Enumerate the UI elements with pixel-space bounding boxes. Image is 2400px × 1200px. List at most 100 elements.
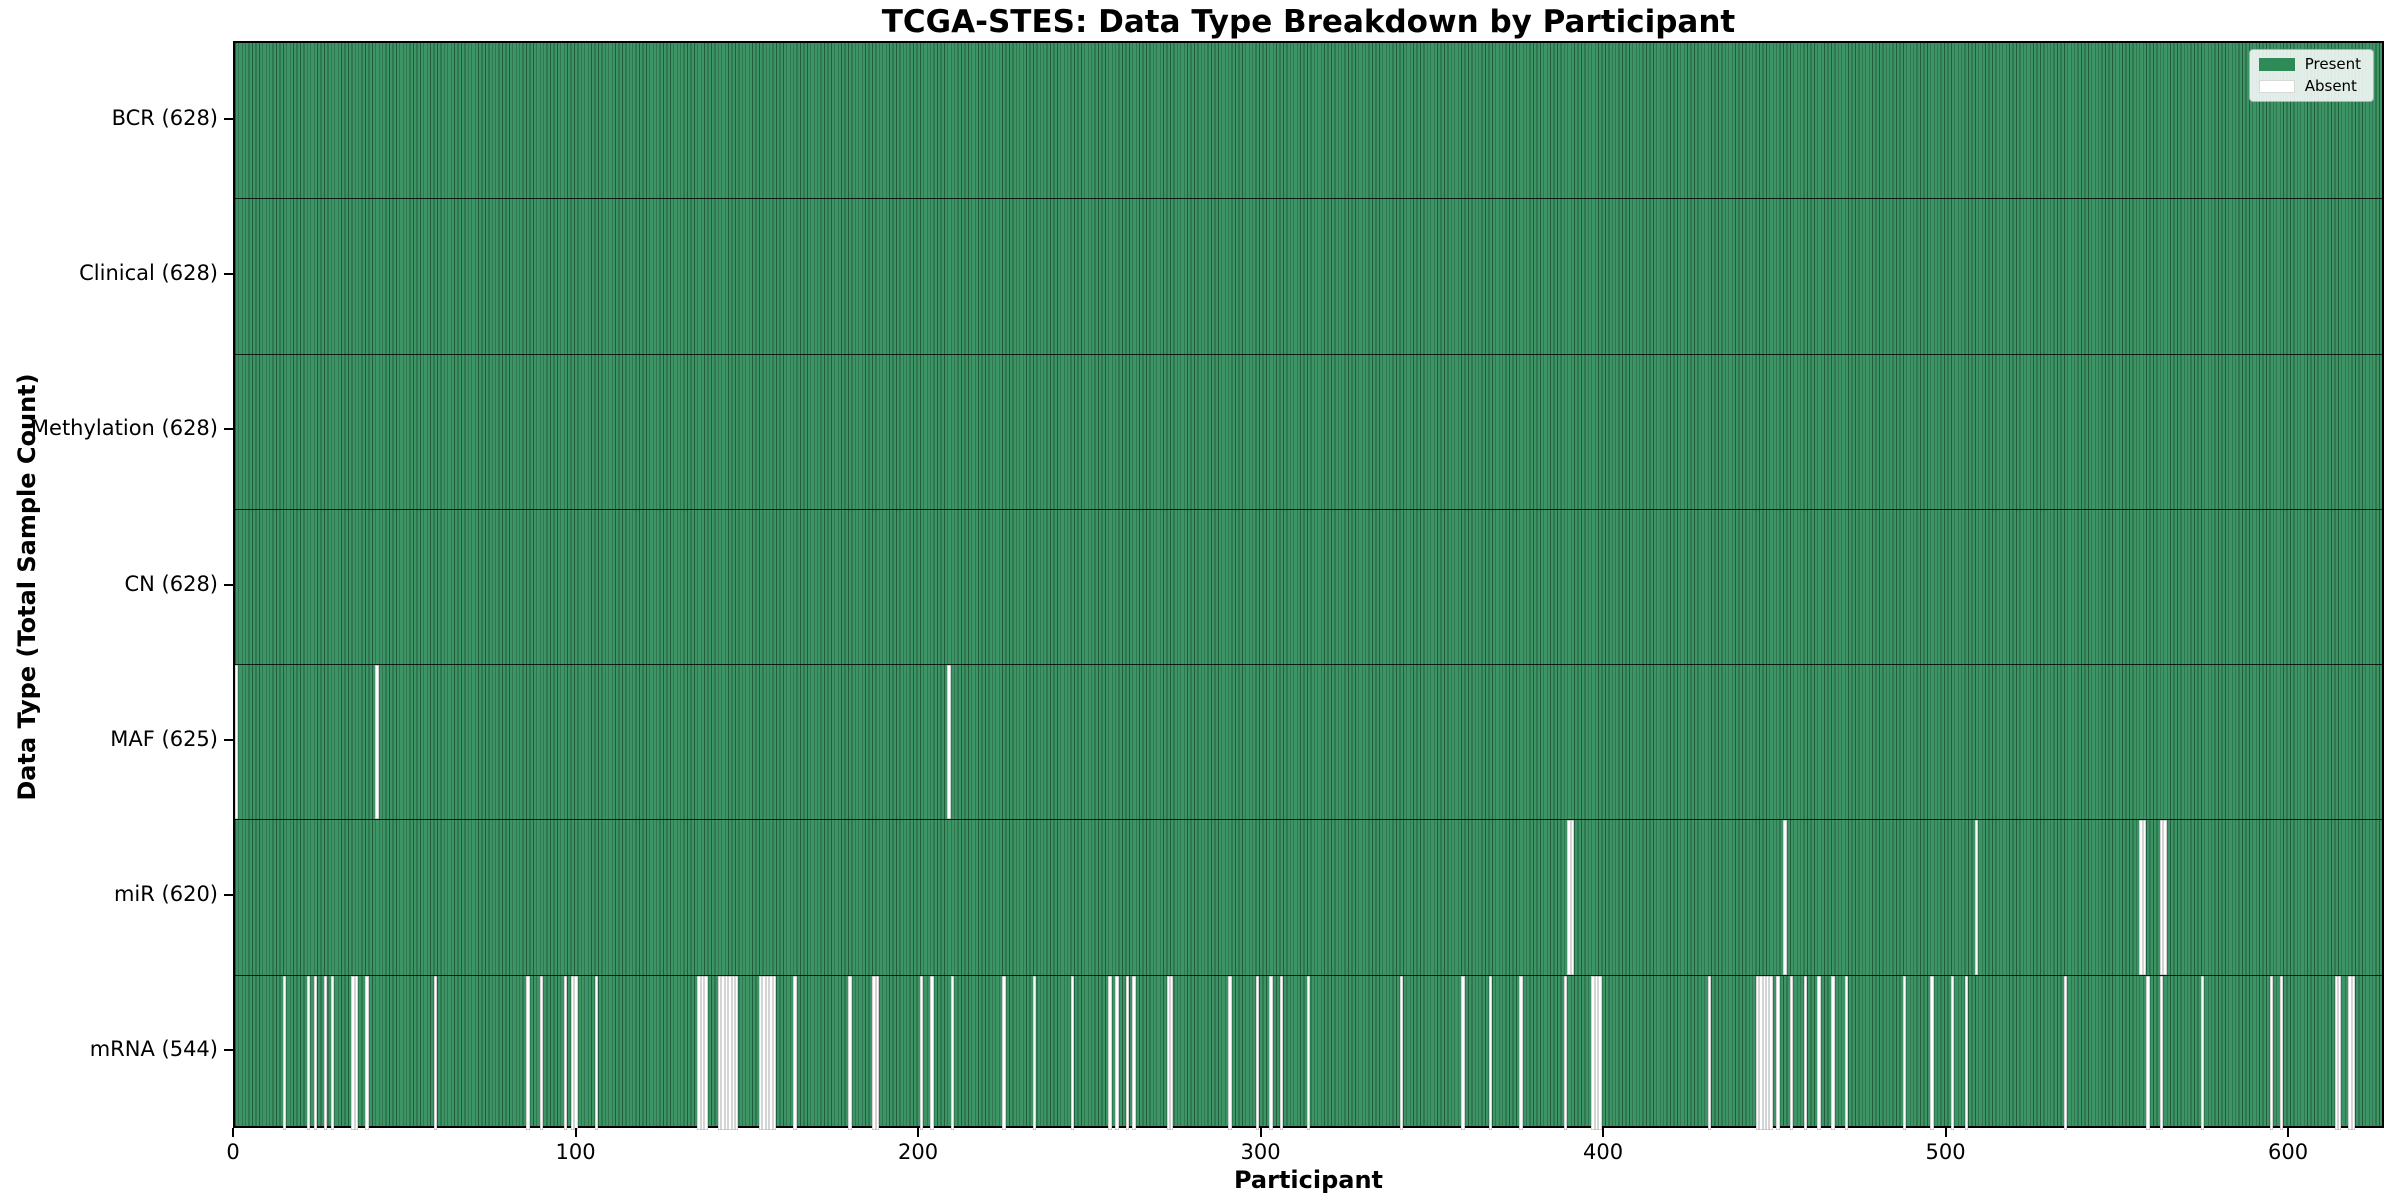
absent-bar bbox=[354, 975, 359, 1130]
absent-bar bbox=[731, 975, 736, 1130]
absent-bar bbox=[947, 665, 951, 820]
legend-label-absent: Absent bbox=[2304, 77, 2357, 95]
absent-bar bbox=[1707, 975, 1712, 1130]
absent-bar bbox=[1766, 975, 1770, 1130]
y-tick-label-MAF: MAF (625) bbox=[110, 726, 218, 751]
absent-bar bbox=[2351, 975, 2356, 1130]
absent-bar bbox=[769, 975, 773, 1130]
y-tick-mark bbox=[224, 894, 233, 897]
absent-bar bbox=[697, 975, 701, 1130]
absent-bar bbox=[765, 975, 770, 1130]
absent-bar bbox=[930, 975, 934, 1130]
x-tick-label: 400 bbox=[1583, 1140, 1624, 1164]
x-tick-mark bbox=[1944, 1128, 1947, 1137]
absent-bar bbox=[1519, 975, 1523, 1130]
absent-bar bbox=[1783, 820, 1787, 975]
absent-bar bbox=[351, 975, 355, 1130]
absent-bar bbox=[1002, 975, 1006, 1130]
absent-bar bbox=[433, 975, 438, 1130]
absent-bar bbox=[2139, 820, 2143, 975]
absent-bar bbox=[2146, 975, 2150, 1130]
absent-bar bbox=[2269, 975, 2273, 1130]
absent-bar bbox=[1951, 975, 1955, 1130]
absent-bar bbox=[2334, 975, 2339, 1130]
absent-bar bbox=[2064, 975, 2068, 1130]
absent-bar bbox=[2279, 975, 2284, 1130]
absent-bar bbox=[574, 975, 578, 1130]
absent-bar bbox=[570, 975, 575, 1130]
row-BCR bbox=[235, 43, 2382, 198]
y-tick-mark bbox=[224, 428, 233, 431]
absent-bar bbox=[1762, 975, 1767, 1130]
absent-bar bbox=[704, 975, 708, 1130]
absent-bar bbox=[1228, 975, 1232, 1130]
y-tick-label-CN: CN (628) bbox=[124, 571, 218, 596]
absent-bar bbox=[539, 975, 544, 1130]
x-tick-mark bbox=[917, 1128, 920, 1137]
absent-bar bbox=[1974, 820, 1979, 975]
absent-bar bbox=[1125, 975, 1129, 1130]
absent-bar bbox=[365, 975, 369, 1130]
absent-bar bbox=[1567, 820, 1571, 975]
absent-bar bbox=[2159, 820, 2164, 975]
absent-bar bbox=[728, 975, 732, 1130]
absent-bar bbox=[1591, 975, 1595, 1130]
absent-bar bbox=[1563, 975, 1568, 1130]
absent-bar bbox=[594, 975, 599, 1130]
x-tick-mark bbox=[1602, 1128, 1605, 1137]
absent-bar bbox=[1115, 975, 1119, 1130]
x-tick-mark bbox=[232, 1128, 234, 1137]
absent-bar bbox=[872, 975, 876, 1130]
absent-bar bbox=[1769, 975, 1773, 1130]
legend-entry-absent: Absent bbox=[2258, 77, 2361, 95]
absent-bar bbox=[1755, 975, 1760, 1130]
absent-bar bbox=[735, 975, 739, 1130]
absent-bar bbox=[1594, 975, 1599, 1130]
absent-bar bbox=[563, 975, 568, 1130]
y-tick-label-mRNA: mRNA (544) bbox=[89, 1037, 218, 1062]
absent-bar bbox=[721, 975, 725, 1130]
absent-bar bbox=[1166, 975, 1171, 1130]
absent-bar bbox=[1759, 975, 1763, 1130]
absent-bar bbox=[1108, 975, 1112, 1130]
absent-bar bbox=[526, 975, 530, 1130]
x-tick-mark bbox=[2287, 1128, 2290, 1137]
absent-bar bbox=[920, 975, 924, 1130]
absent-bar bbox=[1279, 975, 1284, 1130]
absent-bar bbox=[1070, 975, 1075, 1130]
absent-bar bbox=[1488, 975, 1493, 1130]
y-tick-mark bbox=[224, 117, 233, 120]
absent-bar bbox=[375, 665, 379, 820]
y-axis-label: Data Type (Total Sample Count) bbox=[13, 373, 41, 801]
absent-bar bbox=[950, 975, 955, 1130]
absent-bar bbox=[1790, 975, 1794, 1130]
absent-bar bbox=[717, 975, 722, 1130]
x-tick-label: 200 bbox=[897, 1140, 939, 1164]
absent-bar bbox=[1817, 975, 1821, 1130]
legend-entry-present: Present bbox=[2258, 55, 2361, 73]
chart-title: TCGA-STES: Data Type Breakdown by Partic… bbox=[881, 4, 1736, 40]
absent-bar bbox=[1803, 975, 1808, 1130]
x-tick-label: 100 bbox=[555, 1140, 596, 1164]
absent-bar bbox=[2201, 975, 2205, 1130]
absent-bar bbox=[1033, 975, 1037, 1130]
x-axis-label: Participant bbox=[1233, 1166, 1384, 1194]
row-MAF bbox=[235, 664, 2382, 820]
absent-bar bbox=[875, 975, 879, 1130]
present-swatch bbox=[2258, 58, 2295, 71]
absent-bar bbox=[848, 975, 852, 1130]
row-CN bbox=[235, 508, 2382, 664]
legend-label-present: Present bbox=[2304, 55, 2361, 73]
y-tick-mark bbox=[224, 738, 233, 741]
y-tick-label-miR: miR (620) bbox=[113, 882, 218, 907]
absent-bar bbox=[1903, 975, 1907, 1130]
absent-bar bbox=[235, 665, 239, 820]
absent-bar bbox=[324, 975, 328, 1130]
x-tick-label: 0 bbox=[226, 1140, 240, 1164]
absent-bar bbox=[1831, 975, 1835, 1130]
absent-bar bbox=[2142, 820, 2147, 975]
absent-bar bbox=[2348, 975, 2352, 1130]
absent-bar bbox=[762, 975, 766, 1130]
absent-bar bbox=[1399, 975, 1403, 1130]
